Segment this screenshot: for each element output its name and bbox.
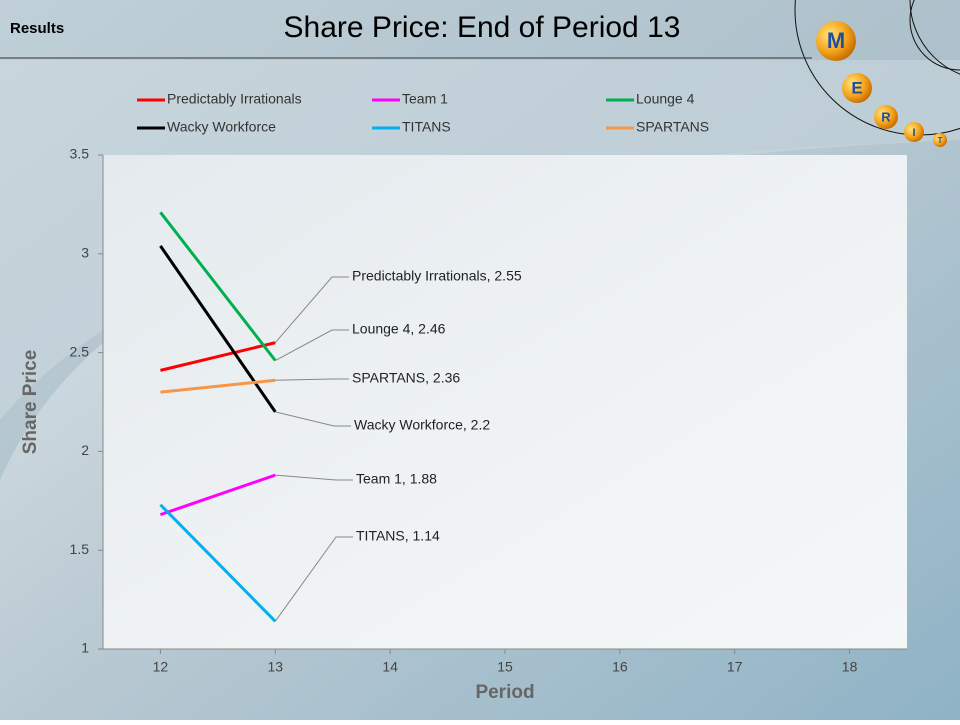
data-label: Team 1, 1.88 [356,471,437,487]
leader-line [275,378,349,381]
data-label: SPARTANS, 2.36 [352,370,460,386]
legend-label: Wacky Workforce [167,119,276,135]
logo-letter: R [881,109,891,124]
leader-line [275,474,353,481]
legend-label: TITANS [402,119,451,135]
y-tick-label: 2 [81,442,89,458]
legend-label: Team 1 [402,91,448,107]
plot-area [103,155,907,649]
logo-ball [933,133,947,147]
logo-ball [904,122,924,142]
section-label: Results [10,20,64,37]
y-tick-label: 1 [81,640,89,656]
logo-ball [842,73,872,103]
x-tick-label: 15 [497,659,513,675]
leader-line [275,411,351,427]
legend-label: Predictably Irrationals [167,91,302,107]
logo: M E R I T [816,21,947,147]
series-line [160,341,276,372]
data-label: Wacky Workforce, 2.2 [354,417,490,433]
data-label: TITANS, 1.14 [356,528,440,544]
x-tick-label: 13 [267,659,283,675]
x-tick-label: 16 [612,659,628,675]
x-tick-label: 18 [842,659,858,675]
x-tick-label: 12 [153,659,169,675]
logo-letter: M [827,28,845,53]
series-line [159,473,276,517]
data-label: Predictably Irrationals, 2.55 [352,268,522,284]
y-tick-label: 3.5 [70,146,90,162]
series-line [159,503,277,623]
series-line [159,211,277,362]
x-tick-label: 14 [382,659,398,675]
logo-ball [874,105,898,129]
logo-letter: T [938,136,943,145]
y-tick-label: 3 [81,245,89,261]
background-swoosh [0,60,960,420]
y-tick-label: 2.5 [70,343,90,359]
legend-label: SPARTANS [636,119,709,135]
series-line [160,378,276,394]
logo-letter: I [912,127,915,139]
chart-title: Share Price: End of Period 13 [284,11,681,44]
leader-line [275,329,349,361]
leader-line [274,536,353,622]
chart: 1 1.5 2 2.5 3 3.5 12 13 14 15 16 17 18 Period Share Pr… [20,91,907,703]
x-axis-title: Period [475,682,534,703]
series-line [159,245,277,413]
logo-arc [909,0,960,71]
y-tick-label: 1.5 [70,541,90,557]
x-tick-label: 17 [727,659,743,675]
y-axis-title: Share Price [20,350,41,455]
legend-label: Lounge 4 [636,91,695,107]
leader-line [274,276,349,344]
data-label: Lounge 4, 2.46 [352,321,446,337]
logo-letter: E [851,78,862,97]
logo-ball [816,21,856,61]
